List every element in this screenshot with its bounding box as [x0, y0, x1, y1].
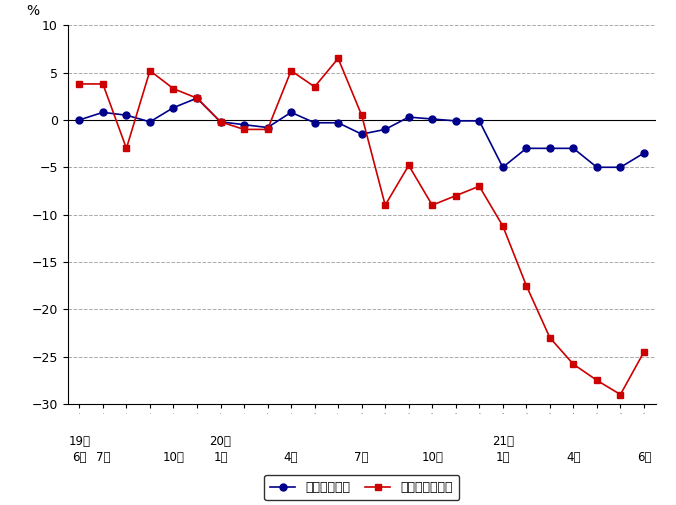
所定外労働時間 — [593, 377, 601, 383]
所定外労働時間 — [405, 163, 413, 169]
総実労働時間 — [122, 112, 130, 118]
Text: 20年: 20年 — [210, 435, 231, 447]
総実労働時間 — [334, 120, 342, 126]
総実労働時間 — [640, 150, 648, 156]
総実労働時間 — [569, 145, 577, 152]
Text: 4月: 4月 — [284, 451, 298, 464]
Text: 7月: 7月 — [354, 451, 369, 464]
所定外労働時間 — [381, 202, 389, 208]
総実労働時間 — [546, 145, 554, 152]
所定外労働時間 — [358, 112, 366, 118]
Text: 1月: 1月 — [496, 451, 510, 464]
所定外労働時間 — [310, 84, 318, 90]
総実労働時間 — [264, 124, 272, 130]
所定外労働時間 — [452, 192, 460, 198]
所定外労働時間 — [170, 86, 178, 92]
総実労働時間 — [75, 117, 83, 123]
所定外労働時間 — [428, 202, 436, 208]
総実労働時間 — [381, 126, 389, 132]
所定外労働時間 — [287, 68, 295, 74]
総実労働時間 — [499, 164, 507, 170]
総実労働時間 — [593, 164, 601, 170]
所定外労働時間 — [546, 335, 554, 341]
総実労働時間 — [452, 118, 460, 124]
所定外労働時間 — [146, 68, 154, 74]
Text: 6月: 6月 — [72, 451, 87, 464]
Text: 1月: 1月 — [213, 451, 228, 464]
所定外労働時間 — [193, 95, 201, 101]
所定外労働時間 — [640, 349, 648, 355]
総実労働時間 — [358, 131, 366, 137]
総実労働時間 — [617, 164, 625, 170]
所定外労働時間 — [475, 183, 483, 189]
総実労働時間 — [287, 110, 295, 116]
総実労働時間 — [475, 118, 483, 124]
所定外労働時間 — [122, 145, 130, 152]
所定外労働時間 — [75, 81, 83, 87]
Text: 6月: 6月 — [637, 451, 651, 464]
所定外労働時間 — [617, 391, 625, 397]
所定外労働時間 — [264, 126, 272, 132]
総実労働時間 — [193, 95, 201, 101]
総実労働時間 — [240, 122, 248, 128]
Text: %: % — [26, 4, 40, 18]
総実労働時間 — [170, 105, 178, 111]
総実労働時間 — [428, 116, 436, 122]
総実労働時間 — [405, 114, 413, 120]
Text: 7月: 7月 — [95, 451, 110, 464]
所定外労働時間 — [216, 119, 224, 125]
Line: 所定外労働時間: 所定外労働時間 — [76, 55, 648, 398]
総実労働時間 — [99, 110, 107, 116]
総実労働時間 — [523, 145, 531, 152]
Text: 21年: 21年 — [492, 435, 514, 447]
Line: 総実労働時間: 総実労働時間 — [76, 94, 648, 171]
所定外労働時間 — [523, 283, 531, 289]
総実労働時間 — [216, 119, 224, 125]
所定外労働時間 — [240, 126, 248, 132]
Legend: 総実労働時間, 所定外労働時間: 総実労働時間, 所定外労働時間 — [264, 475, 459, 500]
Text: 10月: 10月 — [162, 451, 185, 464]
総実労働時間 — [310, 120, 318, 126]
Text: 19年: 19年 — [68, 435, 91, 447]
所定外労働時間 — [334, 56, 342, 62]
所定外労働時間 — [99, 81, 107, 87]
Text: 4月: 4月 — [566, 451, 581, 464]
所定外労働時間 — [569, 361, 577, 367]
総実労働時間 — [146, 119, 154, 125]
所定外労働時間 — [499, 223, 507, 229]
Text: 10月: 10月 — [421, 451, 443, 464]
